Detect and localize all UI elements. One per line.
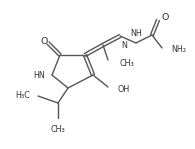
Text: NH: NH [130, 29, 142, 38]
Text: O: O [162, 14, 169, 22]
Text: OH: OH [117, 86, 129, 94]
Text: N: N [121, 41, 127, 50]
Text: H₃C: H₃C [15, 90, 30, 100]
Text: CH₃: CH₃ [51, 125, 65, 134]
Text: NH₂: NH₂ [171, 45, 186, 55]
Text: HN: HN [33, 72, 45, 80]
Text: CH₃: CH₃ [119, 59, 134, 67]
Text: O: O [40, 37, 48, 45]
